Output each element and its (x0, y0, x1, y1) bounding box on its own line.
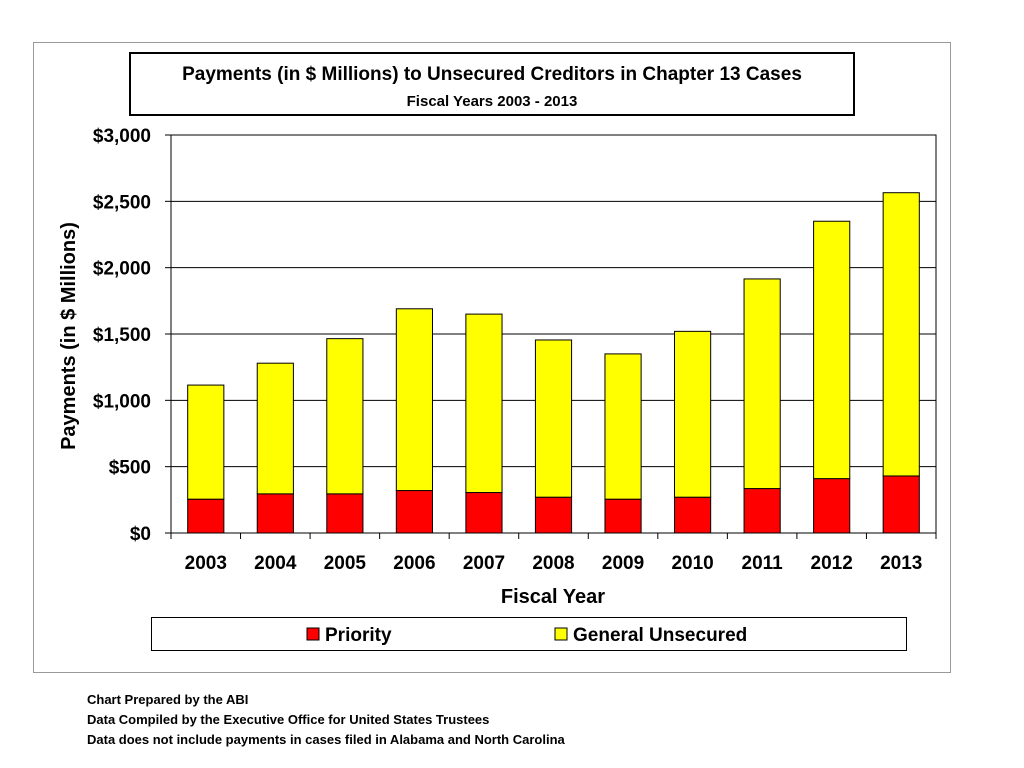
y-tick-label: $2,500 (93, 192, 151, 213)
y-tick-label: $3,000 (93, 126, 151, 147)
x-tick-label: 2011 (742, 553, 784, 574)
bar-priority-2011 (743, 488, 781, 534)
bar-general-unsecured-2012 (813, 220, 851, 480)
y-tick-label: $1,500 (93, 325, 151, 346)
bar-priority-2004 (256, 493, 294, 534)
x-tick-label: 2006 (393, 553, 435, 574)
bars (187, 192, 920, 534)
bar-priority-2013 (882, 475, 920, 534)
x-tick-label: 2009 (602, 553, 644, 574)
legend-label-priority: Priority (325, 625, 392, 646)
bar-general-unsecured-2007 (465, 313, 503, 494)
y-axis-ticks: $0 $500 $1,000 $1,500 $2,000 $2,500 $3,000 (93, 126, 171, 545)
chart-title: Payments (in $ Millions) to Unsecured Cr… (182, 64, 802, 85)
bar-general-unsecured-2013 (882, 192, 920, 477)
title-box (129, 52, 855, 116)
x-tick-label: 2013 (880, 553, 922, 574)
bar-general-unsecured-2010 (674, 330, 712, 498)
x-tick-label: 2008 (532, 553, 574, 574)
bar-general-unsecured-2005 (326, 338, 364, 495)
bar-priority-2008 (534, 496, 573, 534)
bar-general-unsecured-2008 (534, 339, 573, 498)
x-tick-label: 2010 (671, 553, 713, 574)
x-tick-label: 2012 (811, 553, 853, 574)
bar-priority-2007 (465, 492, 503, 534)
y-tick-label: $500 (109, 458, 151, 479)
footnote-prepared-by: Chart Prepared by the ABI (87, 692, 249, 707)
bar-general-unsecured-2009 (604, 353, 642, 500)
x-tick-label: 2007 (463, 553, 505, 574)
legend-label-general-unsecured: General Unsecured (573, 625, 747, 646)
y-tick-label: $1,000 (93, 391, 151, 412)
bar-priority-2010 (674, 496, 712, 534)
y-tick-label: $2,000 (93, 259, 151, 280)
bar-general-unsecured-2006 (395, 308, 433, 492)
bar-general-unsecured-2004 (256, 362, 294, 495)
chart-subtitle: Fiscal Years 2003 - 2013 (407, 93, 578, 110)
x-tick-label: 2005 (324, 553, 367, 574)
bar-general-unsecured-2003 (187, 384, 225, 500)
footnotes: Chart Prepared by the ABI Data Compiled … (87, 690, 565, 750)
y-axis-label: Payments (in $ Millions) (58, 222, 80, 450)
footnote-exclusion: Data does not include payments in cases … (87, 732, 565, 747)
x-tick-label: 2003 (185, 553, 227, 574)
bar-priority-2009 (604, 498, 642, 534)
legend-swatch-priority (306, 627, 320, 641)
bar-priority-2006 (395, 490, 433, 534)
bar-general-unsecured-2011 (743, 278, 781, 490)
footnote-data-source: Data Compiled by the Executive Office fo… (87, 712, 490, 727)
y-tick-label: $0 (130, 524, 151, 545)
x-axis-label: Fiscal Year (501, 586, 605, 608)
bar-priority-2003 (187, 498, 225, 534)
x-axis-ticks: 2003 2004 2005 2006 2007 2008 2009 2010 2011 2012… (170, 533, 937, 574)
legend-swatch-general-unsecured (554, 627, 568, 641)
legend-box (151, 617, 907, 651)
bar-priority-2005 (326, 493, 364, 534)
bar-priority-2012 (813, 478, 851, 534)
x-tick-label: 2004 (254, 553, 297, 574)
